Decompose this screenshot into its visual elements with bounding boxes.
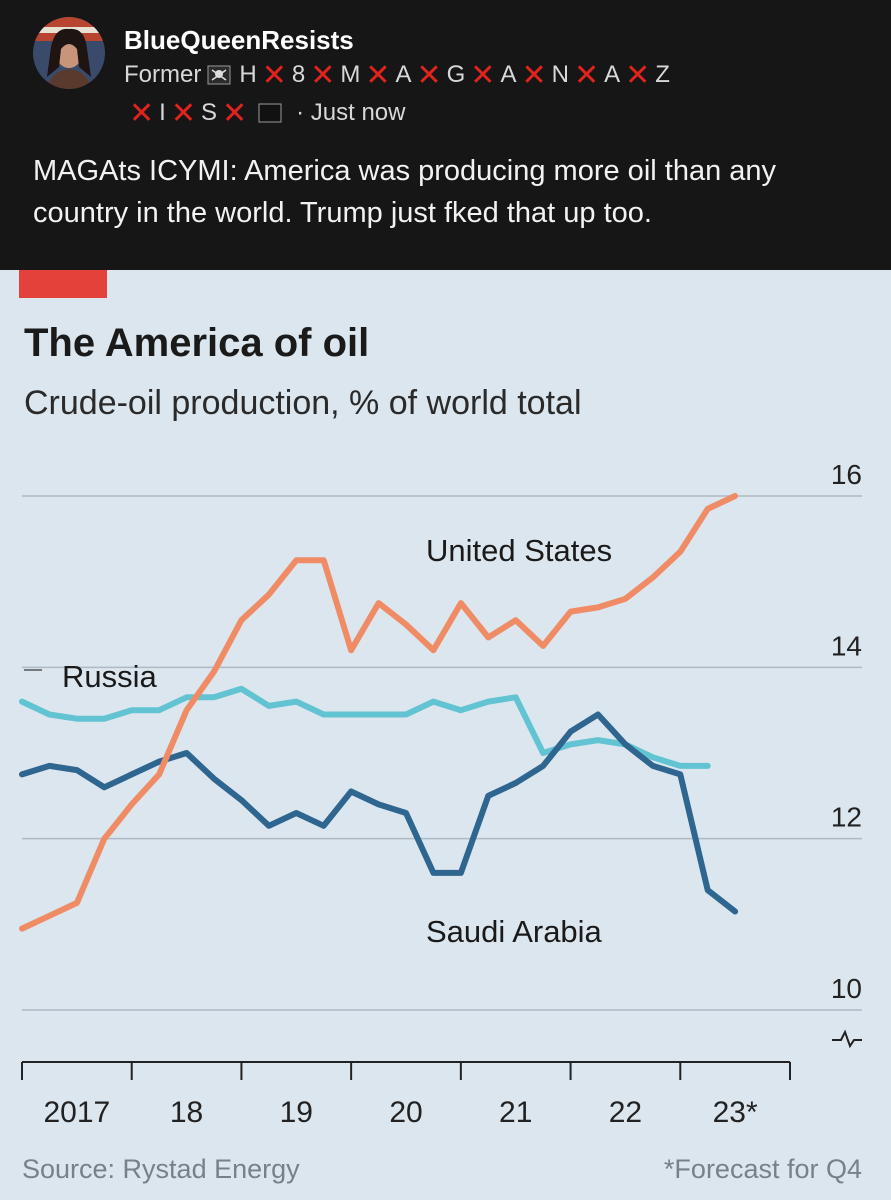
bio-letter: A	[604, 61, 621, 88]
black-flag-icon	[258, 102, 284, 124]
x-tick-label: 22	[609, 1096, 642, 1129]
red-x-icon: ✕	[625, 59, 651, 92]
bio-letter: A	[395, 61, 412, 88]
x-tick-label: 18	[170, 1096, 203, 1129]
series-line-united-states	[19, 493, 739, 932]
chart-source: Source: Rystad Energy	[22, 1154, 300, 1184]
red-x-icon: ✕	[470, 59, 496, 92]
social-post: BlueQueenResists Former H ✕ 8 ✕ M ✕ A ✕ G ✕ A…	[0, 0, 891, 270]
gridlines	[22, 495, 862, 1011]
bio-line-2: ✕ I ✕ S ✕ · Just now	[124, 97, 411, 130]
x-tick-label: 20	[389, 1096, 422, 1129]
red-x-icon: ✕	[573, 59, 600, 92]
series-lines	[19, 493, 739, 932]
red-x-icon: ✕	[365, 59, 391, 92]
red-x-icon: ✕	[521, 59, 547, 92]
y-tick-label: 10	[831, 973, 862, 1004]
username[interactable]: BlueQueenResists	[124, 25, 354, 55]
chart-footnote: *Forecast for Q4	[664, 1154, 862, 1184]
bio-line-1: Former H ✕ 8 ✕ M ✕ A ✕ G ✕ A ✕ N ✕ A ✕ Z	[124, 59, 670, 92]
chart-accent-tab	[19, 270, 107, 298]
y-tick-label: 12	[831, 802, 862, 833]
chart-subtitle: Crude-oil production, % of world total	[24, 384, 582, 422]
y-tick-label: 16	[831, 459, 862, 490]
timestamp: · Just now	[296, 99, 406, 126]
y-tick-label: 14	[831, 630, 862, 661]
red-x-icon: ✕	[261, 59, 287, 92]
bio-letter: I	[159, 99, 166, 126]
axis-break-icon	[832, 1029, 862, 1049]
bio-letter: H	[239, 61, 257, 88]
series-label: Saudi Arabia	[426, 914, 603, 949]
series-line-saudi-arabia	[19, 711, 739, 915]
bio-letter: 8	[291, 61, 306, 88]
post-text: MAGAts ICYMI: America was producing more…	[33, 155, 777, 229]
x-tick-label: 19	[280, 1096, 313, 1129]
bio-letter: S	[200, 99, 217, 126]
bio-letter: A	[500, 61, 517, 88]
y-axis-ticks: 10 12 14 16	[831, 459, 862, 1004]
series-label: Russia	[62, 659, 158, 694]
x-tick-label: 2017	[43, 1096, 110, 1129]
red-x-icon: ✕	[416, 59, 442, 92]
avatar[interactable]	[33, 17, 105, 89]
red-x-icon: ✕	[310, 59, 336, 92]
x-tick-label: 21	[499, 1096, 532, 1129]
bio-letter: M	[340, 61, 361, 88]
red-x-icon: ✕	[221, 97, 248, 130]
chart-title: The America of oil	[24, 321, 369, 365]
bio-letter: N	[551, 61, 569, 88]
red-x-icon: ✕	[129, 97, 155, 130]
bio-letter: G	[446, 61, 466, 88]
series-label: United States	[426, 533, 612, 568]
pirate-flag-icon	[207, 64, 233, 86]
series-labels: United States Russia Saudi Arabia	[24, 533, 612, 949]
avatar-image	[33, 17, 105, 89]
x-axis: 2017 18 19 20 21 22 23*	[21, 1061, 791, 1129]
series-line-russia	[19, 685, 711, 769]
x-tick-label: 23*	[713, 1096, 758, 1129]
red-x-icon: ✕	[170, 97, 196, 130]
bio-prefix: Former	[124, 61, 202, 88]
bio-letter: Z	[655, 61, 670, 88]
